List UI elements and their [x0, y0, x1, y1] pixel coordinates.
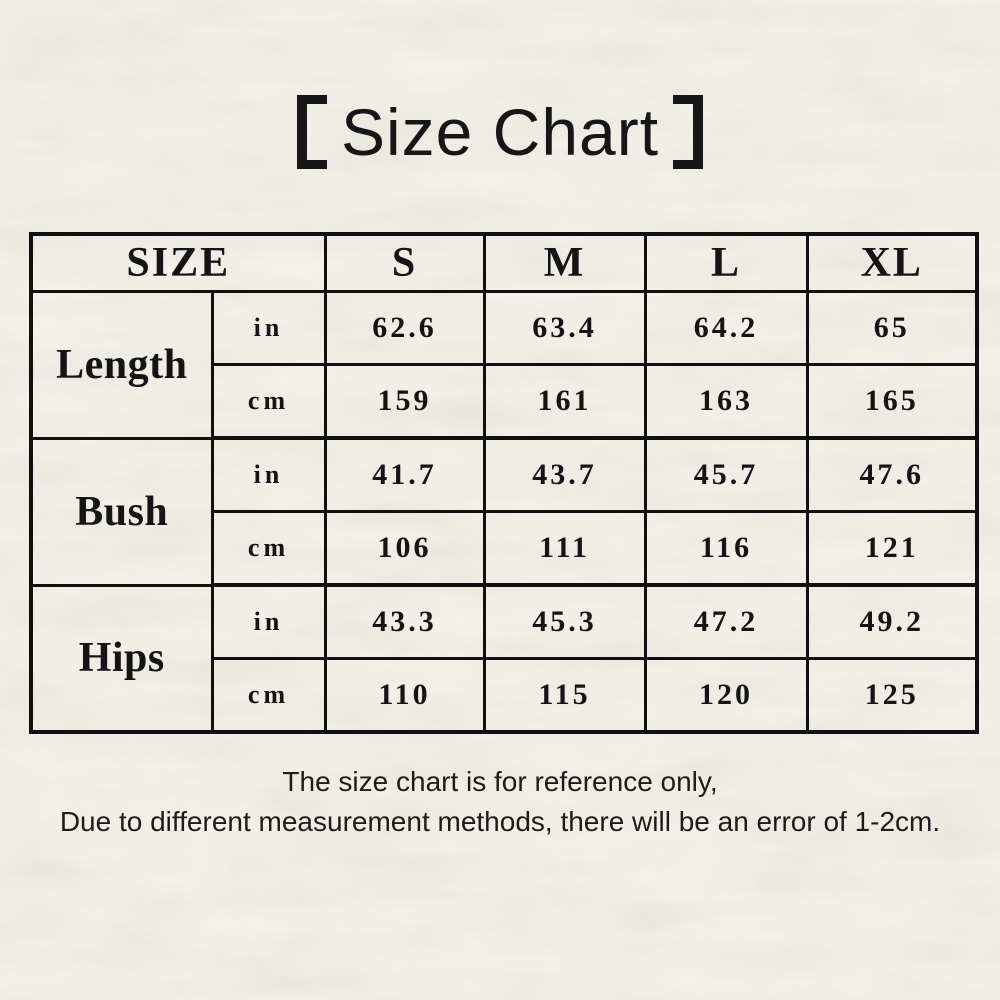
- value-cell: 64.2: [643, 290, 809, 366]
- table-row-hips-in: Hips in 43.3 45.3 47.2 49.2: [29, 583, 979, 734]
- value-cell: 43.3: [323, 583, 486, 660]
- page-title-text: Size Chart: [340, 95, 660, 169]
- table-row-length-in: Length in 62.6 63.4 64.2 65: [29, 290, 979, 440]
- header-cell-xl: XL: [805, 232, 979, 293]
- disclaimer-line-2: Due to different measurement methods, th…: [59, 806, 941, 837]
- left-lenticular-bracket: [296, 95, 327, 169]
- value-cell: 165: [805, 363, 979, 440]
- unit-cell: cm: [210, 363, 327, 440]
- value-cell: 106: [323, 510, 486, 587]
- value-cell: 49.2: [805, 583, 979, 660]
- header-cell-size: SIZE: [29, 232, 327, 293]
- value-cell: 45.7: [643, 436, 809, 513]
- value-cell: 47.6: [805, 436, 979, 513]
- row-label-hips: Hips: [29, 583, 214, 734]
- value-cell: 161: [482, 363, 647, 440]
- value-cell: 47.2: [643, 583, 809, 660]
- value-cell: 110: [323, 657, 486, 734]
- value-cell: 120: [643, 657, 809, 734]
- disclaimer-line-1: The size chart is for reference only,: [282, 766, 718, 797]
- right-lenticular-bracket: [673, 95, 704, 169]
- table-row-hips-cm: cm 110 115 120 125: [31, 657, 979, 734]
- unit-cell: in: [210, 436, 327, 513]
- table-row-bush-cm: cm 106 111 116 121: [31, 510, 979, 587]
- page-title: Size Chart: [0, 92, 1000, 172]
- value-cell: 121: [805, 510, 979, 587]
- value-cell: 111: [482, 510, 647, 587]
- value-cell: 41.7: [323, 436, 486, 513]
- value-cell: 43.7: [482, 436, 647, 513]
- row-label-length: Length: [29, 290, 214, 440]
- size-chart-table: SIZE S M L XL Length in 62.6 63.4 64.2 6…: [29, 232, 980, 734]
- table-row-bush-in: Bush in 41.7 43.7 45.7 47.6: [29, 436, 979, 587]
- value-cell: 45.3: [482, 583, 647, 660]
- table-row-length-cm: cm 159 161 163 165: [31, 363, 979, 440]
- value-cell: 63.4: [482, 290, 647, 366]
- value-cell: 163: [643, 363, 809, 440]
- header-cell-s: S: [323, 232, 486, 293]
- header-cell-l: L: [643, 232, 809, 293]
- unit-cell: cm: [210, 657, 327, 734]
- value-cell: 115: [482, 657, 647, 734]
- header-cell-m: M: [482, 232, 647, 293]
- table-header-row: SIZE S M L XL: [29, 232, 979, 293]
- unit-cell: in: [210, 290, 327, 366]
- value-cell: 116: [643, 510, 809, 587]
- value-cell: 125: [805, 657, 979, 734]
- value-cell: 65: [805, 290, 979, 366]
- value-cell: 62.6: [323, 290, 486, 366]
- disclaimer: The size chart is for reference only, Du…: [0, 762, 1000, 842]
- unit-cell: in: [210, 583, 327, 660]
- value-cell: 159: [323, 363, 486, 440]
- unit-cell: cm: [210, 510, 327, 587]
- row-label-bush: Bush: [29, 436, 214, 587]
